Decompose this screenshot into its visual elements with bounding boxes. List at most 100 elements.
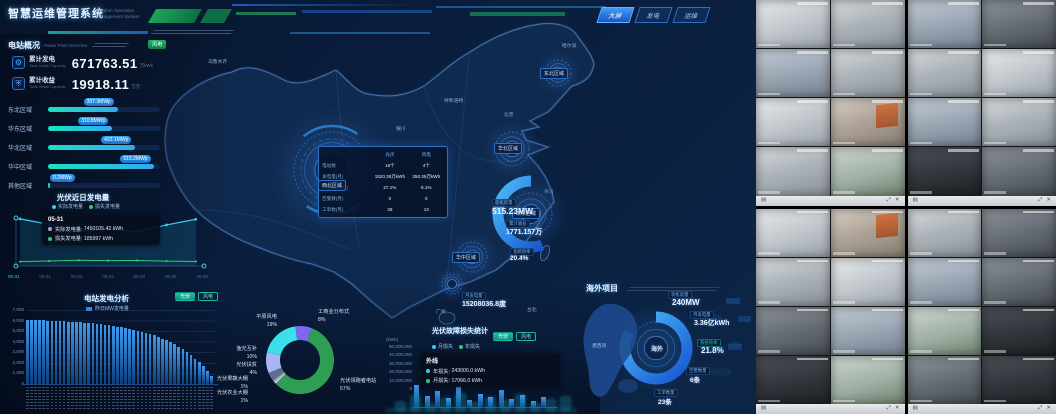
nav-dashboard-button[interactable]: 大屏: [596, 7, 635, 23]
camera-feed[interactable]: [982, 208, 1056, 257]
overseas-metric-value: 21.8%: [701, 346, 724, 355]
camera-feed[interactable]: [907, 49, 982, 98]
x-label-strip: [34, 387, 37, 411]
expand-icon[interactable]: ⤢: [886, 196, 891, 203]
region-bar-fill: [48, 145, 136, 150]
camera-feed[interactable]: [907, 147, 982, 196]
camera-feed[interactable]: [907, 306, 982, 355]
camera-feed[interactable]: [907, 0, 982, 49]
table-cell: 1520.38万kWh: [374, 173, 406, 179]
donut-label: 渔光互补 10%: [236, 346, 257, 360]
analysis-bar: [144, 332, 148, 384]
skyline-building: [411, 396, 420, 410]
camera-feed[interactable]: [756, 257, 830, 306]
region-marker-badge[interactable]: 华东区域: [512, 208, 541, 219]
camera-feed[interactable]: [982, 257, 1056, 306]
camera-feed[interactable]: [756, 306, 830, 355]
camera-timestamp-overlay: [871, 259, 903, 263]
region-bar-track: 422.1MWp: [48, 136, 160, 150]
expand-icon[interactable]: ⤢: [1037, 405, 1043, 412]
camera-feed[interactable]: [830, 355, 905, 404]
pv-daily-tooltip: 05-31 实际发电量: 7450105.42 kWh 损失发电量: 18599…: [42, 214, 160, 245]
table-row: 电站数 16个 4个: [322, 160, 444, 171]
camera-feed[interactable]: [756, 355, 830, 404]
camera-feed[interactable]: [982, 0, 1056, 49]
camera-feed[interactable]: [830, 0, 905, 49]
toggle-风电[interactable]: 风电: [198, 292, 219, 301]
table-cell: 4个: [422, 162, 430, 168]
analysis-bar: [42, 320, 45, 384]
camera-feed[interactable]: [907, 208, 982, 257]
analysis-bar: [66, 321, 70, 384]
camera-timestamp-overlay: [948, 308, 980, 312]
grid-icon[interactable]: ▤: [761, 405, 767, 412]
camera-feed[interactable]: [830, 257, 905, 306]
camera-feed[interactable]: [830, 147, 905, 196]
x-label-strip: [136, 387, 140, 411]
camera-feed[interactable]: [830, 98, 905, 147]
skyline-building: [456, 394, 465, 410]
camera-feed[interactable]: [756, 147, 830, 196]
camera-feed[interactable]: [982, 49, 1056, 98]
nav-generation-button[interactable]: 发电: [634, 7, 673, 23]
y-tick-label: 6,000: [12, 317, 25, 323]
overseas-metric-label: 装机容量: [668, 291, 692, 299]
x-label-strip: [26, 387, 29, 411]
region-bar-fill: [48, 164, 155, 169]
camera-feed[interactable]: [982, 98, 1056, 147]
toggle-风电[interactable]: 风电: [516, 332, 537, 341]
camera-feed[interactable]: [830, 306, 905, 355]
close-icon[interactable]: ✕: [894, 405, 900, 412]
close-icon[interactable]: ✕: [1046, 405, 1051, 412]
fault-bar: [509, 399, 515, 407]
camera-feed[interactable]: [830, 49, 905, 98]
stat-unit: 万元: [131, 84, 141, 89]
analysis-bar: [136, 330, 140, 384]
overseas-metric-value: 6条: [690, 377, 701, 384]
x-label-strip: [116, 387, 119, 411]
camera-feed[interactable]: [756, 49, 830, 98]
grid-icon[interactable]: ▤: [912, 405, 918, 412]
city-label: 哈尔滨: [562, 44, 577, 49]
camera-feed[interactable]: [756, 0, 830, 49]
toggle-光伏[interactable]: 光伏: [493, 332, 514, 341]
camera-label-overlay: [984, 92, 1007, 96]
grid-icon[interactable]: ▤: [912, 196, 918, 203]
region-marker-badge[interactable]: 华北区域: [494, 143, 523, 154]
camera-timestamp-overlay: [1023, 100, 1054, 103]
analysis-bar: [181, 349, 185, 384]
camera-feed[interactable]: [982, 306, 1056, 355]
expand-icon[interactable]: ⤢: [886, 405, 891, 412]
close-icon[interactable]: ✕: [894, 196, 900, 203]
grid-icon[interactable]: ▤: [761, 196, 767, 203]
camera-feed[interactable]: [982, 147, 1056, 196]
overview-wind-badge[interactable]: 风电: [148, 40, 167, 49]
nav-ops-button[interactable]: 运维: [672, 7, 711, 23]
camera-feed[interactable]: [907, 355, 982, 404]
toggle-光伏[interactable]: 光伏: [175, 292, 196, 301]
analysis-bar: [87, 323, 90, 384]
camera-feed[interactable]: [756, 98, 830, 147]
close-icon[interactable]: ✕: [1046, 196, 1051, 203]
camera-feed[interactable]: [907, 257, 982, 306]
expand-icon[interactable]: ⤢: [1037, 196, 1043, 203]
region-marker-badge[interactable]: 东北区域: [540, 68, 569, 79]
x-label-strip: [103, 387, 107, 411]
camera-feed[interactable]: [907, 98, 982, 147]
stat-total-revenue: ⛨ 累计收益 Total Install Capacity 19918.11 万…: [12, 77, 140, 92]
camera-wall: ▤ ⤢ ✕ ▤ ⤢ ✕ ▤ ⤢ ✕ ▤ ⤢ ✕: [756, 0, 1056, 414]
camera-label-overlay: [909, 399, 932, 402]
region-marker-badge[interactable]: 西北区域: [318, 180, 347, 191]
city-label: 呼和浩特: [444, 99, 464, 104]
analysis-bar: [54, 321, 58, 384]
camera-feed[interactable]: [830, 208, 905, 257]
camera-feed-grid: [907, 208, 1056, 404]
y-tick-label: 7,000: [12, 307, 25, 312]
camera-timestamp-overlay: [796, 2, 828, 5]
donut-label: 光伏果蔬大棚 1%: [216, 376, 248, 390]
camera-feed[interactable]: [756, 208, 830, 257]
y-tick-label: 0: [409, 386, 412, 391]
region-marker-badge[interactable]: 华中区域: [452, 252, 481, 263]
camera-feed[interactable]: [982, 355, 1056, 404]
camera-timestamp-overlay: [1023, 149, 1054, 152]
